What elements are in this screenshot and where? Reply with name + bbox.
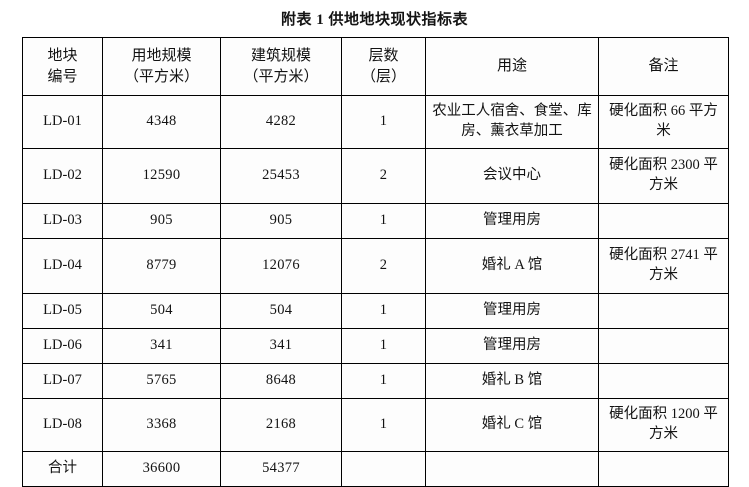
table-row: LD-06 341 341 1 管理用房 <box>22 328 729 364</box>
cell-floors: 1 <box>341 293 426 329</box>
cell-total-remarks <box>598 451 729 487</box>
header-building-scale-label: 建筑规模 （平方米） <box>243 48 319 85</box>
header-usage-label: 用途 <box>496 58 527 75</box>
header-plot-id-label: 地块 编号 <box>47 48 78 85</box>
cell-usage: 农业工人宿舍、食堂、库房、薰衣草加工 <box>425 95 599 149</box>
header-usage: 用途 <box>425 37 599 96</box>
cell-land-scale: 905 <box>102 203 221 239</box>
cell-plot-id: LD-02 <box>22 148 103 204</box>
table-row: LD-07 5765 8648 1 婚礼 B 馆 <box>22 363 729 399</box>
cell-usage: 婚礼 B 馆 <box>425 363 599 399</box>
cell-building-scale: 341 <box>220 328 342 364</box>
table-row: LD-01 4348 4282 1 农业工人宿舍、食堂、库房、薰衣草加工 硬化面… <box>22 95 729 149</box>
header-floors: 层数 （层） <box>341 37 426 96</box>
page-title: 附表 1 供地地块现状指标表 <box>280 12 468 28</box>
cell-remarks <box>598 363 729 399</box>
cell-usage: 婚礼 C 馆 <box>425 398 599 452</box>
land-plot-indicator-table: 地块 编号 用地规模 （平方米） 建筑规模 （平方米） 层数 （层） 用途 <box>22 37 729 487</box>
cell-floors: 1 <box>341 95 426 149</box>
cell-plot-id: LD-07 <box>22 363 103 399</box>
cell-floors: 1 <box>341 203 426 239</box>
cell-total-building-scale: 54377 <box>220 451 342 487</box>
table-row: LD-05 504 504 1 管理用房 <box>22 293 729 329</box>
cell-floors: 1 <box>341 363 426 399</box>
cell-total-land-scale: 36600 <box>102 451 221 487</box>
cell-total-usage <box>425 451 599 487</box>
cell-building-scale: 8648 <box>220 363 342 399</box>
cell-building-scale: 504 <box>220 293 342 329</box>
header-remarks: 备注 <box>598 37 729 96</box>
cell-floors: 2 <box>341 238 426 294</box>
cell-usage: 管理用房 <box>425 293 599 329</box>
cell-building-scale: 905 <box>220 203 342 239</box>
cell-plot-id: LD-08 <box>22 398 103 452</box>
cell-plot-id: LD-01 <box>22 95 103 149</box>
cell-total-floors <box>341 451 426 487</box>
cell-land-scale: 5765 <box>102 363 221 399</box>
cell-usage: 管理用房 <box>425 203 599 239</box>
cell-plot-id: LD-05 <box>22 293 103 329</box>
cell-building-scale: 25453 <box>220 148 342 204</box>
cell-floors: 1 <box>341 328 426 364</box>
cell-building-scale: 2168 <box>220 398 342 452</box>
cell-usage: 婚礼 A 馆 <box>425 238 599 294</box>
document-page: 附表 1 供地地块现状指标表 地块 编号 用地规模 （平方米） 建筑规模 （平方… <box>22 12 729 487</box>
table-total-row: 合计 36600 54377 <box>22 451 729 487</box>
cell-floors: 2 <box>341 148 426 204</box>
table-row: LD-04 8779 12076 2 婚礼 A 馆 硬化面积 2741 平方米 <box>22 238 729 294</box>
header-remarks-label: 备注 <box>648 58 679 75</box>
table-row: LD-08 3368 2168 1 婚礼 C 馆 硬化面积 1200 平方米 <box>22 398 729 452</box>
cell-floors: 1 <box>341 398 426 452</box>
cell-building-scale: 12076 <box>220 238 342 294</box>
cell-total-label: 合计 <box>22 451 103 487</box>
table-container: 地块 编号 用地规模 （平方米） 建筑规模 （平方米） 层数 （层） 用途 <box>22 37 729 487</box>
cell-building-scale: 4282 <box>220 95 342 149</box>
table-header-row: 地块 编号 用地规模 （平方米） 建筑规模 （平方米） 层数 （层） 用途 <box>22 37 729 96</box>
cell-land-scale: 12590 <box>102 148 221 204</box>
cell-remarks: 硬化面积 2300 平方米 <box>598 148 729 204</box>
header-land-scale: 用地规模 （平方米） <box>102 37 221 96</box>
cell-remarks: 硬化面积 66 平方米 <box>598 95 729 149</box>
cell-remarks <box>598 293 729 329</box>
cell-plot-id: LD-06 <box>22 328 103 364</box>
cell-remarks <box>598 328 729 364</box>
header-plot-id: 地块 编号 <box>22 37 103 96</box>
cell-land-scale: 504 <box>102 293 221 329</box>
cell-usage: 会议中心 <box>425 148 599 204</box>
cell-land-scale: 341 <box>102 328 221 364</box>
header-floors-label: 层数 （层） <box>360 48 406 85</box>
cell-land-scale: 8779 <box>102 238 221 294</box>
header-land-scale-label: 用地规模 （平方米） <box>123 48 199 85</box>
cell-usage: 管理用房 <box>425 328 599 364</box>
cell-remarks: 硬化面积 1200 平方米 <box>598 398 729 452</box>
cell-land-scale: 4348 <box>102 95 221 149</box>
cell-remarks: 硬化面积 2741 平方米 <box>598 238 729 294</box>
cell-plot-id: LD-03 <box>22 203 103 239</box>
cell-remarks <box>598 203 729 239</box>
header-building-scale: 建筑规模 （平方米） <box>220 37 342 96</box>
table-row: LD-02 12590 25453 2 会议中心 硬化面积 2300 平方米 <box>22 148 729 204</box>
cell-plot-id: LD-04 <box>22 238 103 294</box>
table-row: LD-03 905 905 1 管理用房 <box>22 203 729 239</box>
cell-land-scale: 3368 <box>102 398 221 452</box>
